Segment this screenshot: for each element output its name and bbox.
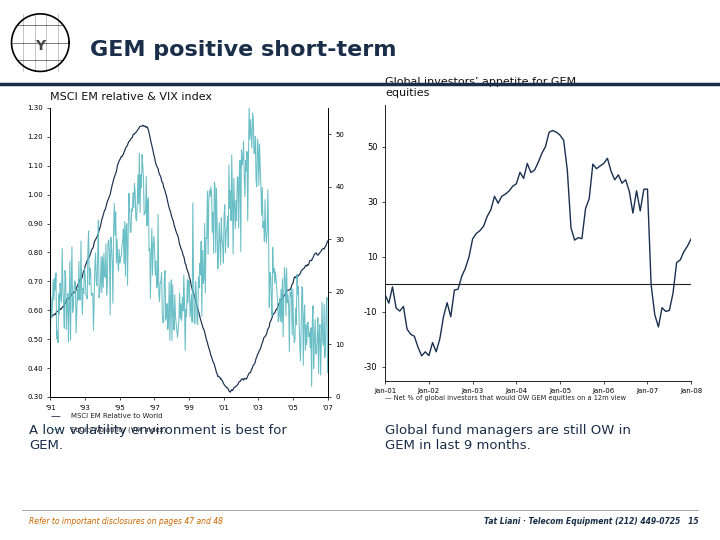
Text: Global investors’ appetite for GEM
equities: Global investors’ appetite for GEM equit… <box>385 77 576 98</box>
Text: GEM positive short-term: GEM positive short-term <box>90 39 397 60</box>
Text: Tat Liani · Telecom Equipment (212) 449-0725   15: Tat Liani · Telecom Equipment (212) 449-… <box>484 517 698 526</box>
Text: Refer to important disclosures on pages 47 and 48: Refer to important disclosures on pages … <box>29 517 222 526</box>
Text: —: — <box>50 424 60 434</box>
Text: Global fund managers are still OW in
GEM in last 9 months.: Global fund managers are still OW in GEM… <box>385 424 631 452</box>
Text: — Net % of global investors that would OW GEM equities on a 12m view: — Net % of global investors that would O… <box>385 395 626 401</box>
Text: A low volatility environment is best for
GEM.: A low volatility environment is best for… <box>29 424 287 452</box>
Text: MSCI EM relative & VIX index: MSCI EM relative & VIX index <box>50 91 212 102</box>
Text: Equity Volatility (VIX Index): Equity Volatility (VIX Index) <box>71 426 166 433</box>
Text: Y: Y <box>35 38 45 52</box>
Text: MSCI EM Relative to World: MSCI EM Relative to World <box>71 413 162 419</box>
Text: —: — <box>50 411 60 421</box>
